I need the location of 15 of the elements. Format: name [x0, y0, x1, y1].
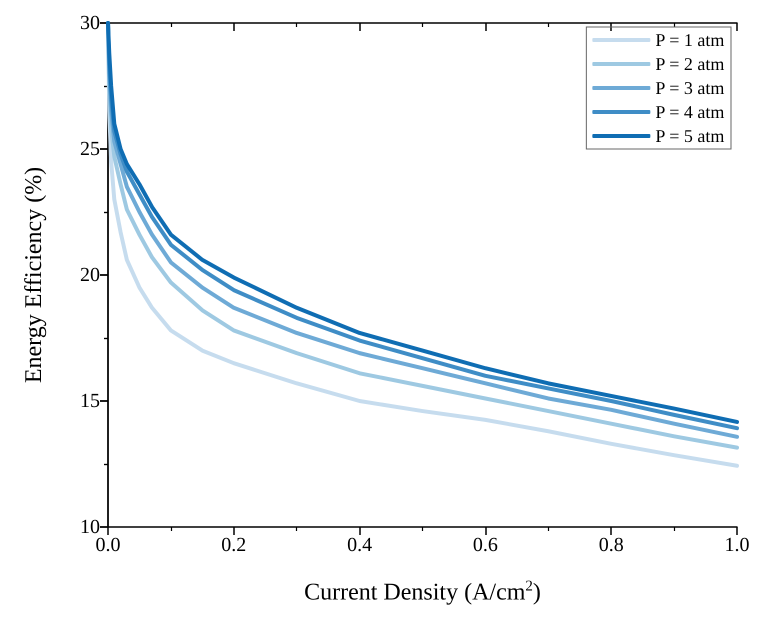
y-axis-title: Energy Efficiency (%): [21, 166, 47, 384]
x-tick-label: 1.0: [724, 534, 750, 556]
x-tick-label: 0.6: [472, 534, 498, 556]
y-tick-label: 30: [80, 12, 100, 34]
legend-label: P = 1 atm: [655, 30, 724, 50]
legend-label: P = 5 atm: [655, 126, 724, 146]
x-tick-label: 0.4: [347, 534, 372, 556]
y-tick-label: 25: [80, 138, 100, 160]
y-tick-label: 20: [80, 264, 100, 286]
x-tick-label: 0.8: [598, 534, 624, 556]
x-tick-label: 0.2: [221, 534, 246, 556]
legend-label: P = 2 atm: [655, 54, 724, 74]
legend-label: P = 4 atm: [655, 102, 724, 122]
y-tick-label: 15: [80, 390, 100, 412]
legend-label: P = 3 atm: [655, 78, 724, 98]
